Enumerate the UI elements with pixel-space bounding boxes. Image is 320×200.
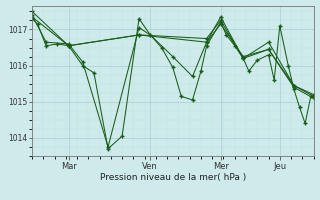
- X-axis label: Pression niveau de la mer( hPa ): Pression niveau de la mer( hPa ): [100, 173, 246, 182]
